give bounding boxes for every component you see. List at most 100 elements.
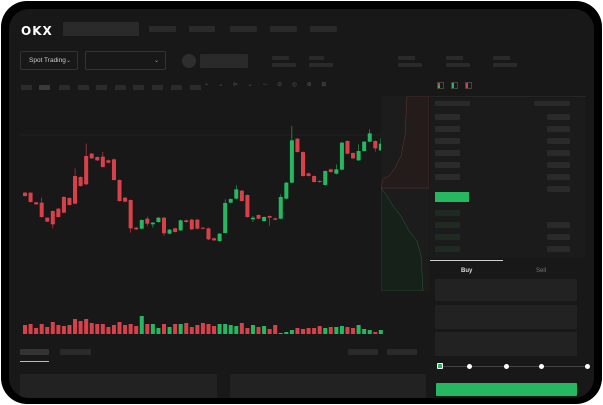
candle-body [367,133,372,142]
nav-item[interactable] [310,26,337,32]
bid-price[interactable] [435,210,460,216]
bid-price[interactable] [435,174,460,180]
candle-body [234,189,239,199]
spot-trading-dropdown[interactable]: Spot Trading ⌄ [20,51,78,70]
slider-step-25[interactable] [467,364,472,369]
order-size [547,150,570,156]
orderbook-both-icon[interactable] [437,82,444,89]
interval-button[interactable] [39,85,50,90]
candle-body [167,229,172,234]
candle-body [39,202,44,217]
stat-label [272,56,289,60]
spot-trading-label: Spot Trading [29,57,66,64]
col-header [534,101,570,106]
volume-bar [323,328,328,334]
nav-item[interactable] [230,26,257,32]
nav-item[interactable] [270,26,297,32]
bottom-panel-right [230,374,426,398]
candle-body [312,176,317,182]
buy-tab-underline [430,260,503,261]
slider-step-100[interactable] [585,364,590,369]
stat-label [309,56,324,60]
bid-price[interactable] [435,126,460,132]
candle-body [278,197,283,219]
volume-bar [150,324,155,334]
pair-dropdown[interactable]: ⌄ [85,51,166,70]
total-input[interactable] [435,332,577,356]
volume-bar [195,325,200,334]
nav-item[interactable] [149,26,176,32]
interval-button[interactable] [59,85,70,90]
bid-price[interactable] [435,234,460,240]
volume-bar [111,325,116,334]
orderbook-bids-icon[interactable] [451,82,458,89]
okx-logo[interactable]: OKX [21,24,53,38]
candlestick-chart[interactable] [9,95,389,335]
active-tab-underline [20,361,49,362]
buy-submit-button[interactable] [436,383,577,396]
volume-bar [334,327,339,334]
interval-button[interactable] [78,85,89,90]
drawing-tools-icons[interactable]: ⌁ ⌄ ⊳ ⌄ ∼ ⊘ ◎ ⊕ ⊞ [205,82,331,88]
tab-sell[interactable]: Sell [536,268,547,274]
bid-price[interactable] [435,150,460,156]
slider-step-75[interactable] [539,364,544,369]
volume-bar [273,325,278,334]
candle-body [200,227,205,229]
chevron-down-icon: ⌄ [65,58,71,64]
volume-bar [373,332,378,334]
interval-button[interactable] [21,85,32,90]
price-input[interactable] [435,279,577,301]
bid-price[interactable] [435,222,460,228]
filter-button[interactable] [387,349,417,355]
depth-asks [381,96,429,189]
candle-body [212,238,217,241]
filter-button[interactable] [348,349,378,355]
volume-bar [250,325,255,334]
interval-button[interactable] [190,85,201,90]
bid-price[interactable] [435,246,460,252]
interval-button[interactable] [96,85,107,90]
candle-body [67,198,72,205]
amount-slider[interactable] [439,366,589,367]
volume-bar [256,327,261,334]
volume-bar [245,328,250,334]
tab-open-orders[interactable] [20,349,49,355]
candle-body [106,160,111,163]
candle-body [173,228,178,232]
volume-bar [173,324,178,334]
bid-price[interactable] [435,114,460,120]
candle-body [23,192,27,196]
volume-bar [367,330,372,334]
bid-price[interactable] [435,162,460,168]
order-size [547,162,570,168]
volume-bar [134,326,139,334]
interval-button[interactable] [152,85,163,90]
volume-bar [262,326,267,334]
volume-bar [45,327,50,334]
col-header [435,101,470,106]
slider-step-50[interactable] [504,364,509,369]
candle-body [284,182,289,199]
chevron-down-icon: ⌄ [153,58,159,64]
order-size [547,246,570,252]
nav-item[interactable] [189,26,215,32]
search-bar[interactable] [63,22,139,36]
amount-input[interactable] [435,305,577,329]
tab-buy[interactable]: Buy [461,268,473,274]
volume-bar [295,328,300,334]
interval-button[interactable] [115,85,126,90]
volume-bar [39,324,44,334]
volume-bar [356,325,361,334]
stat-label [493,56,510,60]
orderbook-asks-icon[interactable] [465,82,472,89]
candle-body [223,203,228,233]
order-size [547,234,570,240]
interval-button[interactable] [133,85,144,90]
interval-button[interactable] [171,85,182,90]
volume-bar [339,326,344,334]
candle-body [134,227,139,230]
bid-price[interactable] [435,138,460,144]
tab-order-history[interactable] [60,349,91,355]
slider-handle[interactable] [437,363,443,369]
